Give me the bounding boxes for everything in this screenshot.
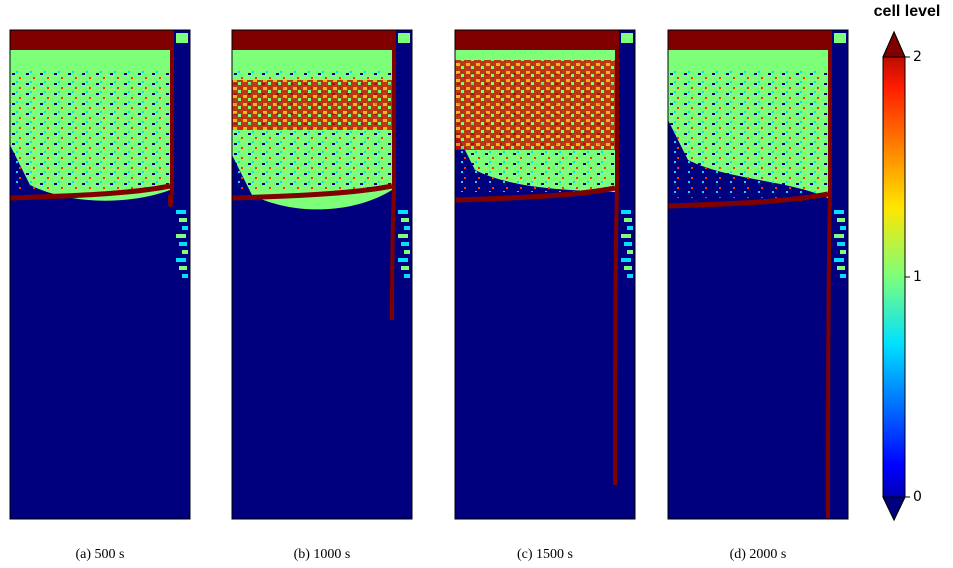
top-band [668,30,830,50]
colorbar-extend-bottom [882,496,906,522]
side-patch [179,218,187,222]
side-patch [398,33,410,43]
colorbar [882,30,906,522]
side-patch [176,258,186,262]
side-patch [624,242,632,246]
speckle [10,70,170,190]
side-patch [837,218,845,222]
interface-line [826,30,832,519]
side-patch [398,210,408,214]
interface-line [613,30,619,486]
panel [454,29,636,520]
side-patch [624,266,632,270]
top-band [10,30,172,50]
rough-band [232,80,392,130]
panel-frame [454,29,636,520]
side-patch [834,258,844,262]
side-patch [834,234,844,238]
side-patch [176,234,186,238]
side-patch [840,274,846,278]
caption: (a) 500 s [76,547,125,562]
side-patch [837,242,845,246]
top-band [455,30,617,50]
side-patch [404,250,410,254]
side-patch [840,250,846,254]
interface-curve [667,191,829,209]
top-band [232,30,394,50]
side-patch [837,266,845,270]
side-patch [176,33,188,43]
side-patch [401,266,409,270]
interface-line [168,30,174,208]
speckle [668,70,828,198]
side-patch [182,274,188,278]
side-patch [182,250,188,254]
side-patch [621,33,633,43]
side-patch [179,242,187,246]
side-patch [621,210,631,214]
interface-curve [231,183,393,201]
colorbar-tick-label: 1 [913,269,922,285]
side-patch [404,274,410,278]
side-patch [404,226,410,230]
side-patch [179,266,187,270]
panel [667,29,849,520]
side-patch [621,258,631,262]
panel [231,29,413,520]
side-patch [840,226,846,230]
caption: (b) 1000 s [294,547,351,562]
side-patch [182,226,188,230]
interface-curve [9,183,171,201]
side-patch [176,210,186,214]
side-patch [834,33,846,43]
side-patch [627,274,633,278]
colorbar-tick-label: 2 [913,49,922,65]
interface-line [390,30,396,321]
panel-frame [231,29,413,520]
side-patch [401,242,409,246]
colorbar-tick-label: 0 [913,489,922,505]
panel-frame [667,29,849,520]
side-patch [621,234,631,238]
side-patch [834,210,844,214]
side-patch [624,218,632,222]
interface-curve [454,185,616,203]
caption: (c) 1500 s [517,547,573,562]
panel-frame [9,29,191,520]
side-patch [627,250,633,254]
side-patch [398,258,408,262]
caption: (d) 2000 s [730,547,787,562]
colorbar-extend-top [882,30,906,58]
side-patch [401,218,409,222]
colorbar-label: cell level [874,3,941,20]
side-patch [627,226,633,230]
panel [9,29,191,520]
side-patch [398,234,408,238]
rough-band [455,60,615,150]
